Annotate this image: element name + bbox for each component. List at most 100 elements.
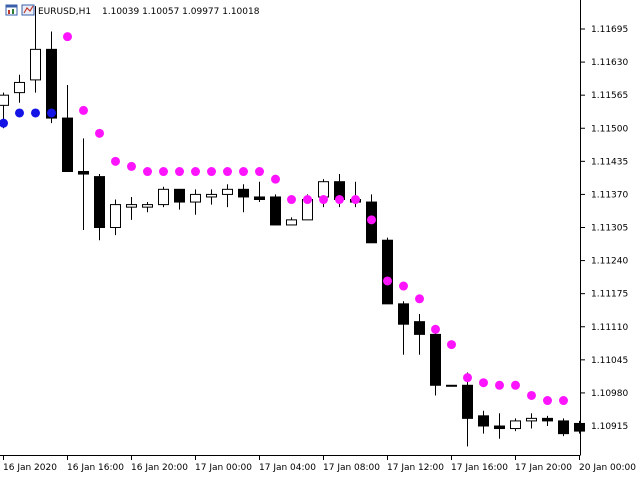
candle	[414, 314, 425, 355]
candle	[190, 189, 201, 215]
bull-candle-body	[110, 204, 121, 229]
sar-point	[351, 195, 360, 205]
candle	[222, 184, 233, 208]
sar-point	[447, 340, 456, 350]
sar-point	[335, 195, 344, 205]
time-tick-label: 16 Jan 16:00	[67, 463, 124, 473]
price-tick-label: 1.11435	[591, 157, 628, 167]
bull-candle-body	[142, 204, 153, 208]
sar-point	[207, 167, 216, 177]
chart-window-icon	[5, 4, 18, 16]
bull-candle-body	[526, 417, 537, 422]
price-tick-label: 1.11695	[591, 25, 628, 35]
price-tick-label: 1.11240	[591, 257, 628, 267]
candle	[46, 31, 57, 124]
sar-point	[415, 294, 424, 304]
candle	[94, 174, 105, 241]
ohlc-readout: 1.10039 1.10057 1.09977 1.10018	[102, 7, 260, 17]
bear-candle-body	[574, 422, 585, 432]
candle	[14, 74, 25, 103]
sar-point	[271, 174, 280, 184]
time-tick-label: 17 Jan 04:00	[259, 463, 316, 473]
sar-point	[527, 390, 536, 400]
candle	[270, 194, 281, 226]
sar-point	[159, 167, 168, 177]
sar-point	[399, 281, 408, 291]
sar-point	[287, 195, 296, 205]
bear-candle-body	[414, 321, 425, 335]
candles-layer	[0, 6, 585, 447]
sar-point	[63, 32, 72, 42]
bull-candle-body	[286, 219, 297, 226]
bear-candle-body	[382, 239, 393, 305]
sar-point	[95, 128, 104, 138]
candle	[478, 410, 489, 434]
sar-point	[31, 108, 40, 118]
price-tick-label: 1.11565	[591, 91, 628, 101]
sar-point	[191, 167, 200, 177]
bear-candle-body	[94, 176, 105, 229]
bull-candle-body	[30, 48, 41, 81]
bear-candle-body	[254, 196, 265, 201]
candle	[78, 138, 89, 231]
candle	[142, 202, 153, 213]
sar-point	[543, 396, 552, 406]
candle	[382, 237, 393, 305]
price-tick-label: 1.11630	[591, 58, 628, 68]
sar-point	[175, 167, 184, 177]
candle	[62, 84, 73, 173]
candle	[526, 413, 537, 429]
sar-point	[239, 167, 248, 177]
price-tick-label: 1.10980	[591, 389, 628, 399]
bear-candle-body	[78, 171, 89, 175]
time-tick-label: 17 Jan 08:00	[323, 463, 380, 473]
time-tick-label: 20 Jan 00:00	[579, 463, 636, 473]
sar-point	[559, 396, 568, 406]
sar-point	[127, 161, 136, 171]
bull-candle-body	[318, 181, 329, 198]
candle	[462, 372, 473, 447]
candle	[558, 418, 569, 437]
sar-point	[511, 380, 520, 390]
bear-candle-body	[398, 303, 409, 325]
bear-candle-body	[238, 188, 249, 198]
candle	[30, 6, 41, 93]
bull-candle-body	[126, 204, 137, 208]
candle	[446, 384, 457, 387]
sar-point	[367, 215, 376, 225]
price-tick-label: 1.11045	[591, 356, 628, 366]
candle	[126, 196, 137, 220]
sar-point	[111, 156, 120, 166]
time-tick-label: 16 Jan 2020	[3, 463, 57, 473]
candle	[542, 415, 553, 426]
sar-point	[463, 373, 472, 383]
bear-candle-body	[270, 196, 281, 226]
bull-candle-body	[190, 193, 201, 203]
sar-point	[303, 195, 312, 205]
time-tick-label: 16 Jan 20:00	[131, 463, 188, 473]
candle	[174, 188, 185, 210]
sar-point	[0, 118, 8, 128]
bear-candle-body	[462, 384, 473, 419]
bear-candle-body	[478, 415, 489, 427]
expert-indicator-icon	[21, 4, 35, 16]
price-tick-label: 1.10915	[591, 422, 628, 432]
bear-candle-body	[542, 417, 553, 422]
time-axis: 16 Jan 2020 16 Jan 16:00 16 Jan 20:00 17 Ja…	[3, 455, 636, 473]
candle	[206, 189, 217, 205]
bear-candle-body	[494, 425, 505, 430]
bull-candle-body	[14, 81, 25, 94]
bear-candle-body	[46, 48, 57, 119]
candle	[574, 420, 585, 434]
bull-candle-body	[510, 420, 521, 430]
bull-candle-body	[206, 193, 217, 198]
sar-point	[223, 167, 232, 177]
price-axis: 1.11695 1.11630 1.11565 1.11500 1.11435 1.113…	[580, 25, 628, 432]
sar-point	[319, 195, 328, 205]
candle	[254, 181, 265, 203]
bear-candle-body	[430, 333, 441, 386]
sar-point	[47, 108, 56, 118]
bear-candle-body	[558, 420, 569, 435]
bear-candle-body	[62, 117, 73, 173]
